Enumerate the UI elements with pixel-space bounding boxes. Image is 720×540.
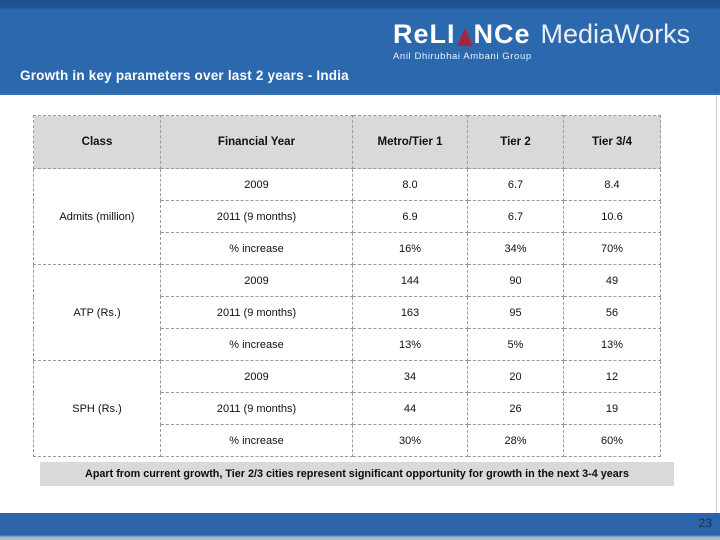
value-cell: 5% [467,328,564,361]
table-row: ATP (Rs.) 2009 144 90 49 [33,264,661,361]
column-header-tier2: Tier 2 [467,115,564,169]
year-cell: 2011 (9 months) [160,296,353,329]
class-cell-admits: Admits (million) [33,168,161,265]
value-cell: 20 [467,360,564,393]
value-cell: 19 [563,392,661,425]
table-row: % increase 30% 28% 60% [34,424,661,457]
column-header-class: Class [33,115,161,169]
key-takeaway-bar: Apart from current growth, Tier 2/3 citi… [40,462,674,486]
column-header-financial-year: Financial Year [160,115,353,169]
value-cell: 44 [352,392,468,425]
value-cell: 6.7 [467,200,564,233]
year-cell: 2011 (9 months) [160,392,353,425]
logo-brand-line: ReLI NCe MediaWorks [393,19,691,49]
value-cell: 163 [352,296,468,329]
table-row: 2011 (9 months) 163 95 56 [34,296,661,329]
value-cell: 8.0 [352,168,468,201]
value-cell: 56 [563,296,661,329]
key-takeaway-text: Apart from current growth, Tier 2/3 citi… [85,468,629,480]
table-row: % increase 13% 5% 13% [34,328,661,361]
value-cell: 10.6 [563,200,661,233]
value-cell: 144 [352,264,468,297]
value-cell: 34% [467,232,564,265]
value-cell: 26 [467,392,564,425]
value-cell: 34 [352,360,468,393]
reliance-triangle-icon [456,28,473,46]
class-cell-sph: SPH (Rs.) [33,360,161,457]
value-cell: 30% [352,424,468,457]
year-cell: 2009 [160,360,353,393]
logo-product-name: MediaWorks [540,19,691,49]
reliance-mediaworks-logo: ReLI NCe MediaWorks Anil Dhirubhai Amban… [393,19,691,63]
growth-table: Class Financial Year Metro/Tier 1 Tier 2… [33,115,661,457]
value-cell: 95 [467,296,564,329]
value-cell: 70% [563,232,661,265]
value-cell: 49 [563,264,661,297]
logo-brand-right: NCe [473,19,531,49]
year-cell: % increase [160,328,353,361]
logo-tagline: Anil Dhirubhai Ambani Group [393,51,532,62]
table-row: Admits (million) 2009 8.0 6.7 8.4 [33,168,661,265]
table-row: % increase 16% 34% 70% [34,232,661,265]
slide-title: Growth in key parameters over last 2 yea… [20,68,349,83]
growth-table-container: Class Financial Year Metro/Tier 1 Tier 2… [33,115,661,457]
page-number: 23 [698,516,712,530]
year-cell: 2009 [160,264,353,297]
slide-right-edge-divider [716,95,717,513]
year-cell: % increase [160,424,353,457]
year-cell: % increase [160,232,353,265]
value-cell: 12 [563,360,661,393]
logo-brand-left: ReLI [393,19,456,49]
footer-band: 23 [0,513,720,540]
value-cell: 13% [563,328,661,361]
value-cell: 6.9 [352,200,468,233]
value-cell: 6.7 [467,168,564,201]
class-cell-atp: ATP (Rs.) [33,264,161,361]
value-cell: 8.4 [563,168,661,201]
value-cell: 90 [467,264,564,297]
table-row: 2011 (9 months) 6.9 6.7 10.6 [34,200,661,233]
column-header-metro-tier1: Metro/Tier 1 [352,115,468,169]
header-band: ReLI NCe MediaWorks Anil Dhirubhai Amban… [0,0,720,95]
value-cell: 28% [467,424,564,457]
value-cell: 13% [352,328,468,361]
value-cell: 16% [352,232,468,265]
table-row: SPH (Rs.) 2009 34 20 12 [33,360,661,457]
table-header-row: Class Financial Year Metro/Tier 1 Tier 2… [33,115,661,169]
year-cell: 2011 (9 months) [160,200,353,233]
column-header-tier3-4: Tier 3/4 [563,115,661,169]
year-cell: 2009 [160,168,353,201]
value-cell: 60% [563,424,661,457]
